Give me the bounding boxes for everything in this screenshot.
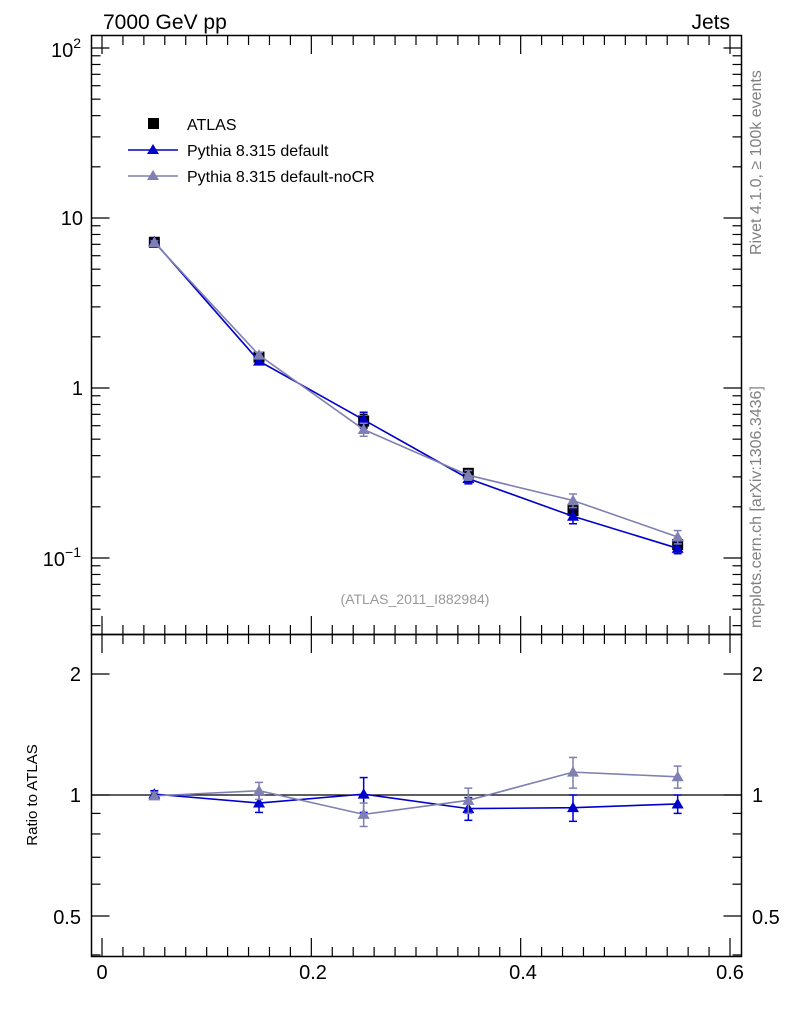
ratio-y-tick-0.5-right: 0.5 [752,907,780,929]
ratio-series-1-point [462,794,475,805]
ratio-y-tick-labels: 2 1 0.5 2 1 0.5 [53,664,780,929]
legend-marker-default [147,144,159,154]
header-right: Jets [691,11,730,34]
main-series-1-point [357,413,370,425]
main-series-1-point [567,510,579,521]
x-axis-ticks [101,36,731,956]
legend-label-nocr: Pythia 8.315 default-noCR [187,169,375,186]
y-tick-label-0.1: 10−1 [43,544,81,571]
ratio-y-tick-2-left: 2 [70,664,81,686]
ratio-series-0-point [671,797,684,809]
ratio-y-axis-label: Ratio to ATLAS [24,744,41,845]
x-tick-label-0: 0 [96,962,107,984]
main-series-1-line [153,241,678,550]
main-series-1-point [253,355,265,366]
main-series-2-point [567,494,579,505]
header-left: 7000 GeV pp [103,11,227,34]
ratio-series-0-point [253,797,265,808]
legend-marker-nocr [147,170,159,180]
analysis-label: (ATLAS_2011_I882984) [341,591,490,607]
legend: ATLAS Pythia 8.315 default Pythia 8.315 … [128,117,375,186]
main-series-2-point [671,530,684,542]
ratio-series [148,756,684,828]
y-tick-label-1: 1 [72,378,83,400]
ratio-y-tick-1-left: 1 [70,785,81,807]
main-y-tick-labels: 102 10 1 10−1 [43,35,83,571]
main-series-2-point [462,469,475,480]
main-series-2-point [357,423,370,435]
x-tick-label-0.4: 0.4 [509,962,537,984]
main-series [148,235,684,555]
legend-marker-atlas [148,118,159,129]
legend-label-default: Pythia 8.315 default [187,143,329,160]
ratio-series-1-line [154,771,678,816]
main-series-2-point [253,349,265,360]
ratio-series-1-point [567,766,579,777]
ratio-series-0-line [154,793,678,810]
x-tick-label-0.2: 0.2 [299,962,327,984]
x-tick-label-0.6: 0.6 [716,962,744,984]
main-series-2-point [148,236,161,247]
side-label-rivet: Rivet 4.1.0, ≥ 100k events [748,70,765,255]
ratio-series-0-point [357,788,370,799]
ratio-series-1-point [253,784,265,796]
x-tick-labels: 0 0.2 0.4 0.6 [96,962,743,984]
main-series-1-point [671,542,684,553]
ratio-series-0-point [567,801,579,813]
main-series-2-line [153,241,678,538]
ratio-series-1-point [357,808,370,819]
main-panel-ticks [91,47,742,627]
ratio-y-tick-0.5-left: 0.5 [53,907,81,929]
ratio-y-tick-1-right: 1 [752,785,763,807]
ratio-series-1-point [671,770,684,782]
y-tick-label-100: 102 [51,35,81,62]
ratio-panel-ticks [91,673,742,956]
ratio-series-1-point [148,789,161,801]
legend-label-atlas: ATLAS [187,117,237,134]
side-label-source: mcplots.cern.ch [arXiv:1306.3436] [748,386,765,628]
y-tick-label-10: 10 [61,208,83,230]
ratio-y-tick-2-right: 2 [752,664,763,686]
